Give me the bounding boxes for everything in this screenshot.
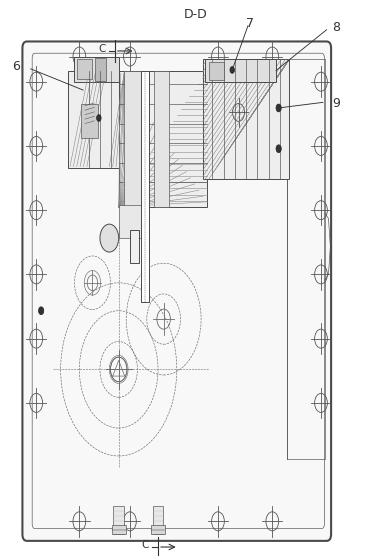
Bar [119, 71, 207, 207]
Circle shape [38, 307, 44, 315]
Bar [154, 71, 169, 207]
Bar [130, 230, 139, 263]
Bar [151, 525, 165, 534]
Bar [119, 204, 141, 238]
Bar [287, 59, 325, 459]
Text: 7: 7 [246, 17, 254, 30]
Circle shape [276, 104, 281, 112]
Bar [74, 57, 119, 82]
Text: 9: 9 [332, 97, 340, 110]
Bar [203, 59, 289, 179]
Circle shape [100, 224, 119, 252]
Text: 8: 8 [332, 21, 340, 34]
Bar [124, 71, 145, 207]
Circle shape [276, 145, 281, 153]
Bar [112, 525, 126, 534]
Bar [81, 104, 98, 138]
Bar [209, 62, 224, 80]
Text: 6: 6 [12, 60, 20, 73]
Bar [153, 506, 163, 534]
Bar [205, 59, 276, 82]
Bar [68, 71, 124, 168]
Circle shape [97, 115, 101, 122]
Bar [77, 59, 92, 79]
Text: C: C [141, 540, 149, 550]
Bar [141, 71, 149, 302]
Bar [114, 506, 124, 534]
Bar [95, 58, 106, 81]
Circle shape [230, 67, 235, 73]
Text: C: C [98, 44, 106, 54]
FancyBboxPatch shape [23, 41, 331, 541]
Text: D-D: D-D [183, 8, 208, 21]
